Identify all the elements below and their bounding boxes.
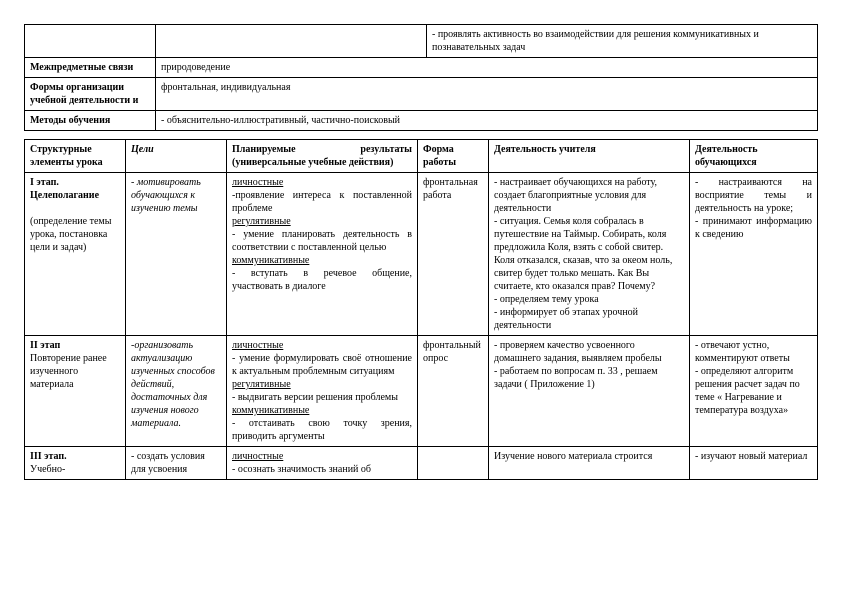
- col-header: Планируемые результаты (универсальные уч…: [227, 140, 418, 173]
- txt: - вступать в речевое общение, участвоват…: [232, 268, 412, 292]
- cat: коммуникативные: [232, 255, 309, 266]
- row-label: Методы обучения: [25, 111, 156, 131]
- table-row: II этап Повторение ранее изученного мате…: [25, 336, 818, 447]
- row-label: Формы организации учебной деятельности и: [25, 78, 156, 111]
- form-cell: фронтальный опрос: [418, 336, 489, 447]
- txt: - осознать значимость знаний об: [232, 464, 371, 475]
- teacher-cell: Изучение нового материала строится: [489, 447, 690, 480]
- student-cell: - изучают новый материал: [690, 447, 818, 480]
- stage-cell: III этап. Учебно-: [25, 447, 126, 480]
- row-label: Межпредметные связи: [25, 58, 156, 78]
- results-cell: личностные - умение формулировать своё о…: [227, 336, 418, 447]
- teacher-cell: - настраивает обучающихся на работу, соз…: [489, 173, 690, 336]
- stage-title: III этап.: [30, 451, 67, 462]
- student-cell: - отвечают устно, комментируют ответы - …: [690, 336, 818, 447]
- cell: [156, 25, 427, 58]
- student-cell: - настраиваются на восприятие темы и дея…: [690, 173, 818, 336]
- table-row: I этап. Целеполагание (определение темы …: [25, 173, 818, 336]
- cell: [25, 25, 156, 58]
- teacher-cell: - проверяем качество усвоенного домашнег…: [489, 336, 690, 447]
- stage-title: I этап.: [30, 177, 59, 188]
- stage-cell: I этап. Целеполагание (определение темы …: [25, 173, 126, 336]
- col-header: Цели: [126, 140, 227, 173]
- goals-cell: - создать условия для усвоения: [126, 447, 227, 480]
- form-cell: фронтальная работа: [418, 173, 489, 336]
- stage-cell: II этап Повторение ранее изученного мате…: [25, 336, 126, 447]
- cell: - объяснительно-иллюстративный, частично…: [156, 111, 818, 131]
- stage-desc: (определение темы урока, постановка цели…: [30, 216, 111, 253]
- txt: - умение планировать деятельность в соот…: [232, 229, 412, 253]
- txt: - отстаивать свою точку зрения, приводит…: [232, 418, 412, 442]
- table-row: III этап. Учебно- - создать условия для …: [25, 447, 818, 480]
- stage-name: Целеполагание: [30, 190, 99, 201]
- results-cell: личностные -проявление интереса к постав…: [227, 173, 418, 336]
- cat: регулятивные: [232, 379, 291, 390]
- main-table: Структурные элементы урока Цели Планируе…: [24, 139, 818, 480]
- cat: личностные: [232, 340, 283, 351]
- col-header: Деятельность обучающихся: [690, 140, 818, 173]
- txt: - умение формулировать своё отношение к …: [232, 353, 412, 377]
- col-header: Деятельность учителя: [489, 140, 690, 173]
- cell: - проявлять активность во взаимодействии…: [427, 25, 818, 58]
- col-header: Форма работы: [418, 140, 489, 173]
- txt: -проявление интереса к поставленной проб…: [232, 190, 412, 214]
- goals-cell: -организовать актуализацию изученных спо…: [126, 336, 227, 447]
- results-cell: личностные - осознать значимость знаний …: [227, 447, 418, 480]
- cat: коммуникативные: [232, 405, 309, 416]
- top-table: - проявлять активность во взаимодействии…: [24, 24, 818, 131]
- cell: природоведение: [156, 58, 818, 78]
- stage-title: II этап: [30, 340, 60, 351]
- txt: - выдвигать версии решения проблемы: [232, 392, 398, 403]
- cat: личностные: [232, 177, 283, 188]
- form-cell: [418, 447, 489, 480]
- cat: личностные: [232, 451, 283, 462]
- cell: фронтальная, индивидуальная: [156, 78, 818, 111]
- col-header: Структурные элементы урока: [25, 140, 126, 173]
- stage-name: Учебно-: [30, 464, 65, 475]
- cat: регулятивные: [232, 216, 291, 227]
- stage-name: Повторение ранее изученного материала: [30, 353, 107, 390]
- goals-cell: - мотивировать обучающихся к изучению те…: [126, 173, 227, 336]
